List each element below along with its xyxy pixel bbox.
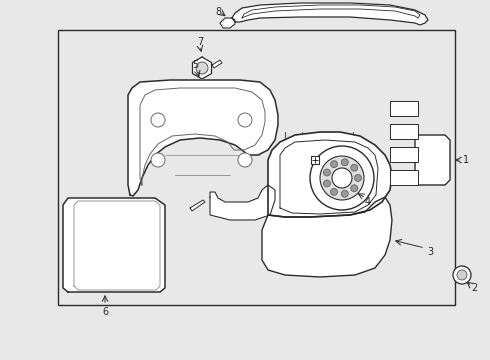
- Bar: [390, 124, 418, 139]
- Circle shape: [354, 175, 362, 181]
- Circle shape: [341, 190, 348, 197]
- Circle shape: [351, 185, 358, 192]
- Circle shape: [330, 161, 338, 168]
- Polygon shape: [212, 60, 222, 68]
- Circle shape: [330, 188, 338, 195]
- Text: 5: 5: [192, 60, 198, 70]
- Text: 2: 2: [471, 283, 477, 293]
- Circle shape: [238, 153, 252, 167]
- Text: 6: 6: [102, 307, 108, 317]
- Polygon shape: [190, 200, 205, 211]
- Circle shape: [151, 113, 165, 127]
- Circle shape: [320, 156, 364, 200]
- Polygon shape: [232, 3, 428, 25]
- Polygon shape: [210, 185, 275, 220]
- Circle shape: [151, 153, 165, 167]
- Circle shape: [332, 168, 352, 188]
- Bar: [390, 170, 418, 185]
- Text: 8: 8: [215, 7, 221, 17]
- Polygon shape: [262, 197, 392, 277]
- Circle shape: [341, 159, 348, 166]
- Polygon shape: [63, 198, 165, 292]
- Circle shape: [310, 146, 374, 210]
- Circle shape: [323, 180, 330, 187]
- Text: 4: 4: [365, 197, 371, 207]
- Polygon shape: [415, 135, 450, 185]
- Text: 3: 3: [427, 247, 433, 257]
- Text: 7: 7: [197, 37, 203, 47]
- Bar: [390, 147, 418, 162]
- Polygon shape: [268, 132, 392, 217]
- Circle shape: [457, 270, 467, 280]
- Polygon shape: [220, 18, 235, 28]
- Bar: [390, 101, 418, 116]
- Polygon shape: [193, 57, 212, 79]
- Circle shape: [453, 266, 471, 284]
- Circle shape: [238, 113, 252, 127]
- Circle shape: [196, 62, 208, 74]
- Polygon shape: [128, 80, 278, 196]
- Circle shape: [323, 169, 330, 176]
- Bar: [58, 30, 455, 305]
- Circle shape: [351, 164, 358, 171]
- Text: 1: 1: [463, 155, 469, 165]
